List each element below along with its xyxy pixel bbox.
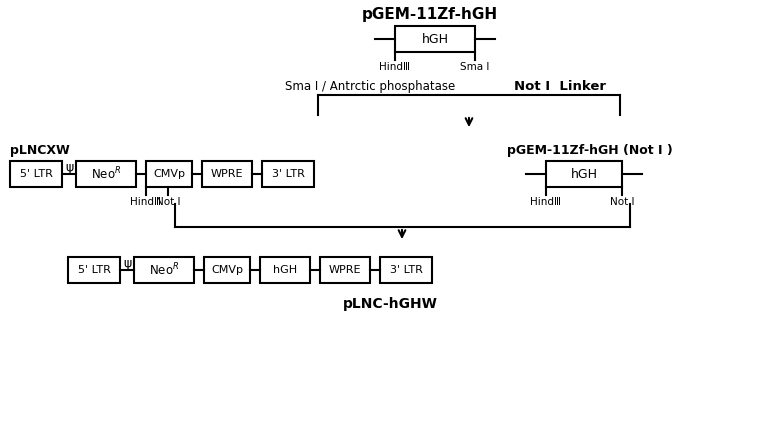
Text: pLNCXW: pLNCXW [10,143,70,157]
Text: WPRE: WPRE [211,169,244,179]
Text: 3' LTR: 3' LTR [390,265,422,275]
Bar [68,257,120,283]
Bar [76,161,136,187]
Bar [204,257,250,283]
Text: 5' LTR: 5' LTR [19,169,52,179]
Text: Not I: Not I [610,197,634,207]
Text: Not I  Linker: Not I Linker [514,79,606,92]
Text: ψ: ψ [65,160,73,173]
Bar [134,257,194,283]
Text: Neo$^R$: Neo$^R$ [149,262,179,278]
Bar [320,257,370,283]
Bar [10,161,62,187]
Text: WPRE: WPRE [329,265,361,275]
Text: hGH: hGH [422,32,448,46]
Text: pGEM-11Zf-hGH: pGEM-11Zf-hGH [362,6,498,22]
Text: Neo$^R$: Neo$^R$ [91,166,121,182]
Text: CMVp: CMVp [153,169,185,179]
Text: Sma I / Antrctic phosphatase: Sma I / Antrctic phosphatase [285,79,455,92]
Text: Sma I: Sma I [461,62,489,72]
Text: 3' LTR: 3' LTR [272,169,304,179]
Bar [202,161,252,187]
Bar [380,257,432,283]
Text: hGH: hGH [570,168,598,181]
Text: HindⅢ: HindⅢ [380,62,411,72]
Bar [262,161,314,187]
Text: 5' LTR: 5' LTR [78,265,110,275]
Bar [260,257,310,283]
Text: hGH: hGH [273,265,297,275]
Text: CMVp: CMVp [211,265,243,275]
Text: pLNC-hGHW: pLNC-hGHW [342,297,437,311]
Text: pGEM-11Zf-hGH (Not I ): pGEM-11Zf-hGH (Not I ) [507,143,673,157]
Text: HindⅢ: HindⅢ [131,197,162,207]
Bar [395,26,475,52]
Text: HindⅢ: HindⅢ [531,197,562,207]
Bar [146,161,192,187]
Text: Not I: Not I [156,197,180,207]
Bar [546,161,622,187]
Text: ψ: ψ [123,257,131,270]
